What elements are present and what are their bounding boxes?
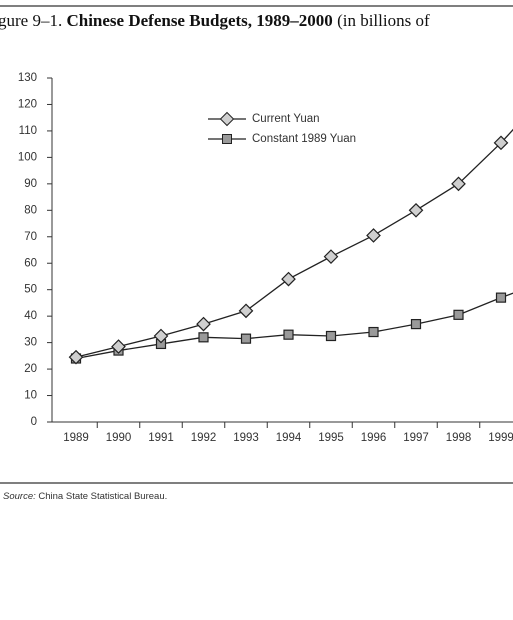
x-tick-label: 1991 (148, 432, 174, 444)
y-tick-label: 50 (24, 284, 37, 296)
diamond-marker (323, 249, 339, 264)
diamond-marker (238, 303, 254, 319)
square-marker (495, 292, 507, 303)
diamond-marker (68, 349, 84, 365)
y-tick-label: 100 (18, 151, 37, 163)
series-line (75, 128, 513, 358)
x-tick-label: 1999 (488, 432, 513, 444)
x-tick-label: 1989 (63, 432, 89, 444)
x-tick-label: 1994 (276, 432, 302, 444)
title-suffix: (in billions of (337, 11, 430, 30)
square-marker (240, 333, 252, 344)
diamond-marker (196, 316, 211, 332)
x-tick-label: 1993 (233, 432, 259, 444)
square-marker (325, 330, 337, 342)
x-tick-label: 1997 (403, 432, 429, 444)
chart-title: Chinese Defense Budgets, 1989–2000 (66, 11, 332, 30)
legend-marker (219, 111, 235, 127)
diamond-marker (111, 339, 126, 354)
square-marker (198, 332, 209, 343)
x-tick-label: 1990 (106, 432, 132, 444)
y-tick-label: 130 (18, 72, 37, 84)
diamond-marker (493, 135, 509, 151)
y-tick-label: 0 (31, 416, 37, 428)
title-line: gure 9–1. Chinese Defense Budgets, 1989–… (0, 11, 430, 30)
y-tick-label: 110 (19, 125, 37, 137)
x-tick-label: 1995 (318, 432, 344, 444)
series-line (75, 292, 513, 360)
legend-label: Current Yuan (252, 113, 320, 125)
diamond-marker (153, 328, 169, 344)
x-tick-label: 1996 (361, 432, 387, 444)
title-prefix: gure 9–1. (0, 11, 62, 30)
diamond-marker (408, 202, 424, 218)
square-marker (368, 326, 379, 338)
x-tick-label: 1998 (446, 432, 472, 444)
y-tick-label: 30 (24, 337, 37, 349)
square-marker (410, 318, 422, 330)
diamond-marker (281, 271, 296, 287)
legend-marker (222, 134, 232, 144)
source-line: Source: China State Statistical Bureau. (3, 491, 167, 502)
diamond-marker (451, 176, 466, 192)
diamond-marker (366, 228, 381, 243)
square-marker (283, 329, 294, 340)
y-tick-label: 20 (24, 363, 37, 375)
y-tick-label: 40 (24, 310, 37, 322)
source: China State Statistical Bureau. (38, 491, 167, 502)
y-tick-label: 70 (24, 231, 37, 243)
y-tick-label: 90 (24, 178, 37, 190)
y-tick-label: 80 (24, 204, 37, 216)
y-tick-label: 60 (24, 257, 37, 269)
y-tick-label: 10 (24, 390, 37, 402)
source-label: Source: (3, 491, 36, 502)
legend-label: Constant 1989 Yuan (252, 133, 356, 145)
square-marker (453, 309, 464, 320)
y-tick-label: 120 (18, 98, 37, 110)
x-tick-label: 1992 (191, 432, 217, 444)
